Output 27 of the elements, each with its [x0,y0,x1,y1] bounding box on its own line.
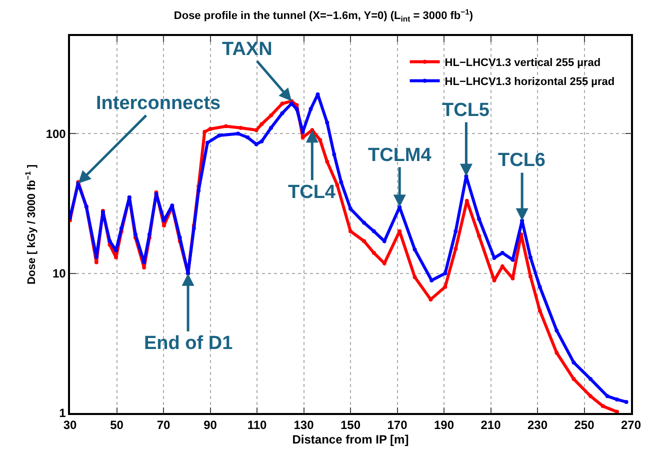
x-tick-label: 210 [480,418,502,432]
x-tick-label: 90 [204,418,218,432]
annotation: TCLM4 [368,145,432,166]
y-tick-label: 1 [59,406,66,420]
x-tick-label: 150 [340,418,361,432]
x-tick-label: 270 [620,418,642,432]
annotation: TCL5 [442,100,490,121]
x-tick-label: 170 [387,418,408,432]
annotation: TCL6 [498,150,546,171]
chart-title: Dose profile in the tunnel (X=−1.6m, Y=0) (L$_{int}$ = 3000 fb$^{−1}$) [174,7,474,24]
x-tick-label: 130 [294,418,314,432]
annotation: Interconnects [96,93,221,114]
x-axis-title: Distance from IP [m] [292,432,409,447]
x-tick-label: 250 [574,418,595,432]
x-tick-label: 190 [434,418,454,432]
x-tick-label: 70 [156,418,170,432]
legend-label: HL−LHCV1.3 vertical 255 µrad [444,57,601,70]
x-tick-label: 110 [247,418,268,432]
y-tick-label: 10 [52,266,66,281]
annotation: End of D1 [144,333,234,354]
annotation: TCL4 [288,182,336,203]
x-tick-label: 50 [110,418,124,432]
annotation: TAXN [222,39,272,60]
x-tick-label: 30 [63,418,77,432]
x-tick-label: 230 [527,418,548,432]
legend-label: HL−LHCV1.3 horizontal 255 µrad [444,76,615,88]
y-tick-label: 100 [46,126,66,141]
